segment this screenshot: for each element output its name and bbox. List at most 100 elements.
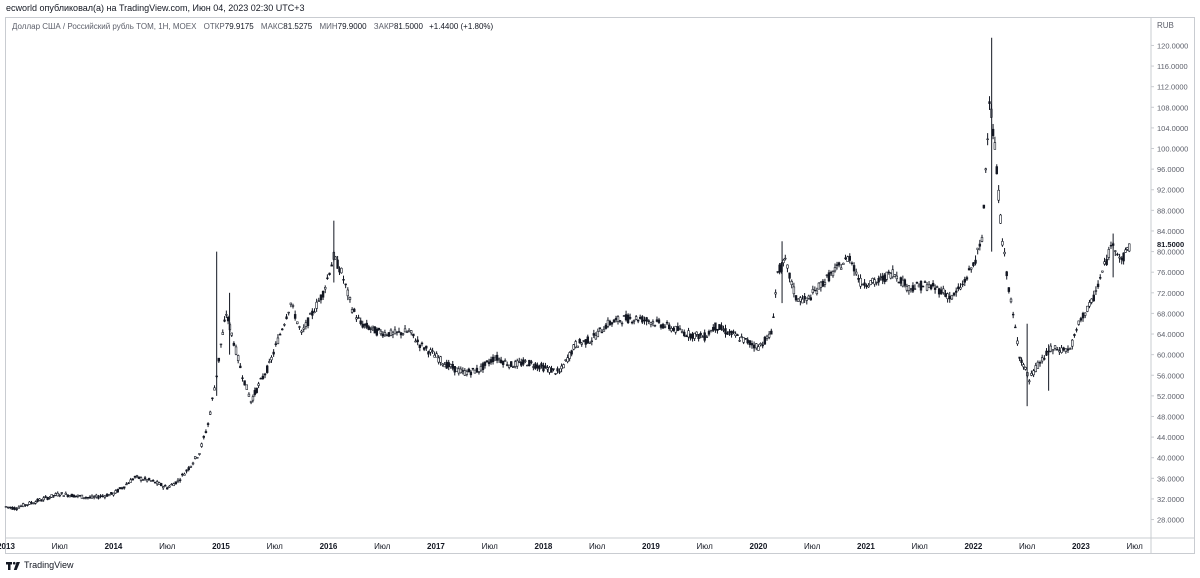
- tradingview-footer: TradingView: [6, 560, 74, 574]
- candle-body: [344, 283, 347, 286]
- candle-body: [105, 494, 109, 497]
- candle-body: [324, 287, 327, 290]
- x-tick-label: Июл: [159, 542, 176, 551]
- currency-label: RUB: [1157, 21, 1174, 30]
- candle-body: [578, 339, 581, 344]
- candle-body: [249, 400, 253, 403]
- candle-body: [778, 264, 781, 273]
- candle-body: [68, 495, 72, 498]
- candle-body: [196, 457, 199, 459]
- candle-body: [1028, 380, 1031, 383]
- y-tick-label: 88.0000: [1157, 206, 1184, 215]
- candle-body: [1109, 244, 1113, 247]
- candle-body: [120, 487, 124, 489]
- candle-body: [670, 328, 673, 332]
- candle-body: [659, 324, 663, 328]
- candle-body: [44, 496, 47, 498]
- candle-body: [588, 341, 591, 344]
- candle-body: [1064, 348, 1068, 352]
- candle-body: [901, 279, 905, 287]
- candle-body: [54, 493, 57, 496]
- candle-body: [740, 336, 743, 338]
- candle-body: [877, 277, 880, 283]
- chart-frame[interactable]: [5, 17, 1195, 554]
- candle-body: [439, 356, 442, 363]
- candle-body: [497, 358, 501, 361]
- candle-body: [469, 371, 473, 376]
- candle-body: [734, 333, 737, 337]
- candle-body: [984, 168, 987, 171]
- candle-body: [774, 292, 777, 295]
- candle-body: [993, 142, 997, 150]
- candle-body: [1094, 290, 1098, 292]
- candle-body: [86, 496, 90, 499]
- candle-body: [311, 310, 314, 316]
- y-tick-label: 68.0000: [1157, 309, 1184, 318]
- y-tick-label: 28.0000: [1157, 516, 1184, 525]
- candle-body: [788, 272, 791, 279]
- y-tick-label: 72.0000: [1157, 289, 1184, 298]
- candle-body: [1090, 298, 1093, 303]
- candle-body: [259, 377, 262, 380]
- candle-body: [931, 282, 935, 287]
- candle-body: [369, 328, 372, 330]
- candle-body: [807, 295, 811, 299]
- candle-body: [397, 330, 401, 333]
- candle-body: [831, 271, 835, 277]
- candle-body: [1030, 373, 1033, 376]
- candle-body: [422, 347, 426, 350]
- candle-body: [234, 346, 238, 355]
- y-tick-label: 104.0000: [1157, 124, 1188, 133]
- candle-body: [823, 282, 827, 285]
- candle-body: [821, 280, 825, 287]
- candle-body: [471, 367, 475, 370]
- chart-legend: Доллар США / Российский рубль TOM, 1Н, M…: [12, 22, 493, 31]
- candle-body: [1036, 361, 1040, 369]
- candle-body: [90, 495, 94, 499]
- candle-body: [21, 503, 25, 508]
- candle-body: [414, 340, 417, 343]
- candle-body: [28, 501, 31, 505]
- candle-body: [181, 473, 184, 476]
- candle-body: [526, 364, 529, 367]
- candle-body: [752, 344, 756, 349]
- y-tick-label: 116.0000: [1157, 62, 1188, 71]
- candle-body: [153, 481, 157, 484]
- candle-body: [101, 495, 104, 497]
- candle-body: [151, 480, 155, 482]
- candle-body: [385, 334, 389, 337]
- candle-body: [52, 495, 55, 497]
- candle-body: [907, 285, 911, 291]
- candle-body: [796, 298, 800, 302]
- candle-body: [170, 483, 173, 486]
- candle-body: [750, 343, 754, 346]
- publish-info: ecworld опубликовал(а) на TradingView.co…: [6, 3, 305, 13]
- candle-body: [776, 271, 779, 273]
- open-label: ОТКР: [203, 22, 225, 31]
- candle-body: [959, 287, 962, 290]
- candle-body: [336, 259, 339, 269]
- candle-body: [206, 423, 210, 425]
- candle-body: [80, 494, 84, 499]
- candle-body: [657, 319, 661, 323]
- candle-body: [357, 317, 360, 319]
- candle-body: [1096, 283, 1100, 288]
- candle-body: [239, 365, 242, 369]
- candle-body: [759, 343, 762, 346]
- candle-body: [321, 290, 325, 298]
- candle-body: [60, 492, 63, 494]
- candle-body: [1005, 271, 1008, 277]
- y-tick-label: 60.0000: [1157, 351, 1184, 360]
- candle-body: [707, 331, 711, 335]
- candle-body: [568, 352, 571, 359]
- candle-body: [461, 370, 465, 372]
- candle-body: [340, 267, 343, 274]
- candle-body: [1014, 326, 1017, 329]
- candle-body: [935, 286, 939, 288]
- candle-body: [1075, 329, 1078, 331]
- x-tick-label: 2014: [105, 542, 123, 551]
- candle-body: [763, 336, 767, 345]
- candle-body: [950, 294, 954, 300]
- candle-body: [933, 287, 937, 290]
